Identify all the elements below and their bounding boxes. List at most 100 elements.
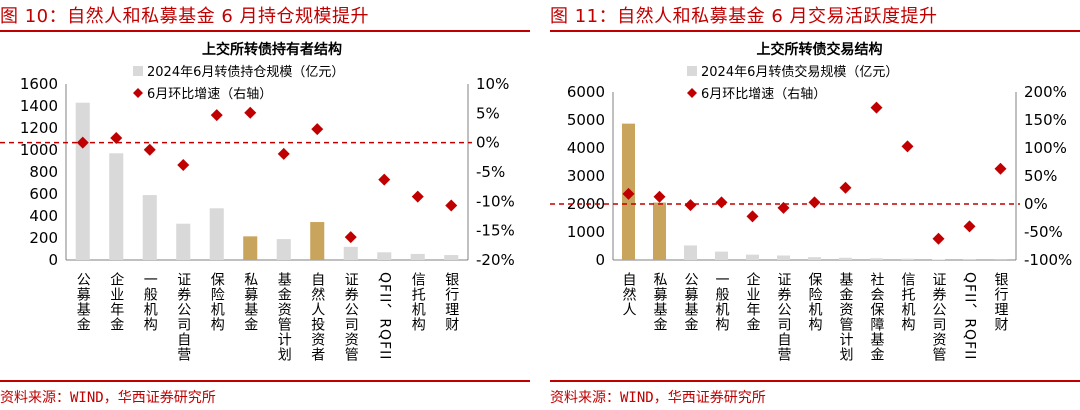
legend-bar-label: 2024年6月转债持仓规模（亿元） — [147, 65, 344, 80]
x-category-label: 证券公司资管 — [931, 272, 947, 362]
y-right-tick-label: 10% — [476, 75, 509, 93]
bar — [745, 254, 760, 260]
right-chart: 上交所转债交易结构 2024年6月转债交易规模（亿元） 6月环比增速（右轴） 0 100… — [550, 41, 1072, 362]
bar — [652, 202, 667, 260]
growth-point — [344, 231, 357, 244]
bar — [243, 236, 258, 260]
growth-point — [777, 201, 790, 214]
x-category-label: 一般机构 — [142, 272, 158, 332]
x-category-label: 私募基金 — [242, 272, 258, 332]
bar — [109, 153, 124, 260]
growth-point — [277, 147, 290, 160]
x-category-label: 社会保障基金 — [869, 272, 885, 362]
growth-point — [622, 187, 635, 200]
x-category-label: 证券公司自营 — [175, 272, 191, 362]
legend-point-label: 6月环比增速（右轴） — [701, 87, 826, 102]
bar — [776, 255, 791, 260]
left-source-note: 资料来源：WIND，华西证券研究所 — [0, 390, 216, 406]
bar — [869, 258, 884, 260]
growth-point — [746, 210, 759, 223]
growth-point — [870, 101, 883, 114]
y-left-tick-label: 1600 — [20, 75, 58, 93]
y-left-tick-label: 2000 — [567, 195, 605, 213]
growth-point — [932, 232, 945, 245]
x-category-label: 信托机构 — [900, 272, 916, 332]
y-right-tick-label: -100% — [1024, 251, 1072, 269]
y-left-tick-label: 200 — [29, 229, 58, 247]
x-category-label: QFII、RQFII — [376, 272, 392, 360]
growth-point — [378, 173, 391, 186]
x-category-label: QFII、RQFII — [962, 272, 978, 360]
y-left-tick-label: 0 — [595, 251, 605, 269]
left-figure-panel: 图 10：自然人和私募基金 6 月持仓规模提升 上交所转债持有者结构 2024年6… — [0, 0, 530, 410]
growth-point — [715, 196, 728, 209]
y-left-tick-label: 600 — [29, 185, 58, 203]
bar — [410, 253, 425, 260]
growth-point — [808, 196, 821, 209]
growth-point — [110, 131, 123, 144]
x-category-label: 企业年金 — [108, 271, 124, 332]
bar — [714, 251, 729, 260]
y-left-tick-label: 3000 — [567, 167, 605, 185]
x-category-label: 银行理财 — [993, 272, 1009, 332]
growth-point — [411, 190, 424, 203]
y-right-tick-label: 5% — [476, 104, 500, 122]
x-category-label: 企业年金 — [745, 271, 761, 332]
growth-point — [839, 181, 852, 194]
left-bottom-rule — [0, 380, 530, 382]
y-left-tick-label: 400 — [29, 207, 58, 225]
bar — [377, 252, 392, 260]
x-category-label: 证券公司资管 — [343, 272, 359, 362]
legend-bar-swatch — [133, 66, 143, 76]
x-category-label: 银行理财 — [443, 272, 459, 332]
bar — [142, 195, 157, 260]
left-top-rule — [0, 30, 530, 32]
y-left-tick-label: 1200 — [20, 119, 58, 137]
legend-point-label: 6月环比增速（右轴） — [147, 87, 272, 102]
bar — [807, 257, 822, 260]
bar — [310, 222, 325, 260]
y-right-tick-label: -10% — [476, 192, 515, 210]
bar — [838, 257, 853, 260]
legend-bar-swatch — [687, 66, 697, 76]
x-category-label: 基金资管计划 — [838, 271, 854, 362]
growth-point — [445, 199, 458, 212]
chart-title: 上交所转债交易结构 — [757, 41, 883, 58]
x-category-label: 信托机构 — [410, 272, 426, 332]
bar — [683, 245, 698, 260]
growth-point — [177, 158, 190, 171]
left-figure-title: 图 10：自然人和私募基金 6 月持仓规模提升 — [0, 6, 370, 27]
y-right-tick-label: 150% — [1024, 111, 1067, 129]
x-category-label: 自然人 — [621, 272, 637, 317]
x-category-label: 保险机构 — [209, 272, 225, 332]
legend-point-swatch — [133, 88, 143, 98]
growth-point — [143, 143, 156, 156]
y-right-tick-label: -15% — [476, 222, 515, 240]
bar — [209, 208, 224, 260]
growth-point — [994, 162, 1007, 175]
right-bottom-rule — [550, 380, 1080, 382]
right-top-rule — [550, 30, 1080, 32]
bar — [343, 246, 358, 260]
y-right-tick-label: -20% — [476, 251, 515, 269]
left-chart: 上交所转债持有者结构 2024年6月转债持仓规模（亿元） 6月环比增速（右轴） 0 20… — [0, 41, 515, 362]
y-left-tick-label: 4000 — [567, 139, 605, 157]
x-category-label: 基金资管计划 — [276, 271, 292, 362]
growth-point — [76, 136, 89, 149]
y-right-tick-label: 200% — [1024, 83, 1067, 101]
y-left-tick-label: 0 — [48, 251, 58, 269]
growth-point — [684, 199, 697, 212]
growth-point — [901, 140, 914, 153]
bar — [900, 258, 915, 260]
legend-bar-label: 2024年6月转债交易规模（亿元） — [701, 64, 898, 80]
bar — [931, 259, 946, 260]
growth-point — [311, 123, 324, 136]
legend-point-swatch — [687, 88, 697, 98]
y-left-tick-label: 800 — [29, 163, 58, 181]
right-figure-title: 图 11：自然人和私募基金 6 月交易活跃度提升 — [550, 6, 938, 27]
bar — [75, 102, 90, 260]
bar — [176, 223, 191, 260]
y-right-tick-label: -5% — [476, 163, 505, 181]
chart-title: 上交所转债持有者结构 — [202, 41, 342, 58]
y-right-tick-label: -50% — [1024, 223, 1063, 241]
